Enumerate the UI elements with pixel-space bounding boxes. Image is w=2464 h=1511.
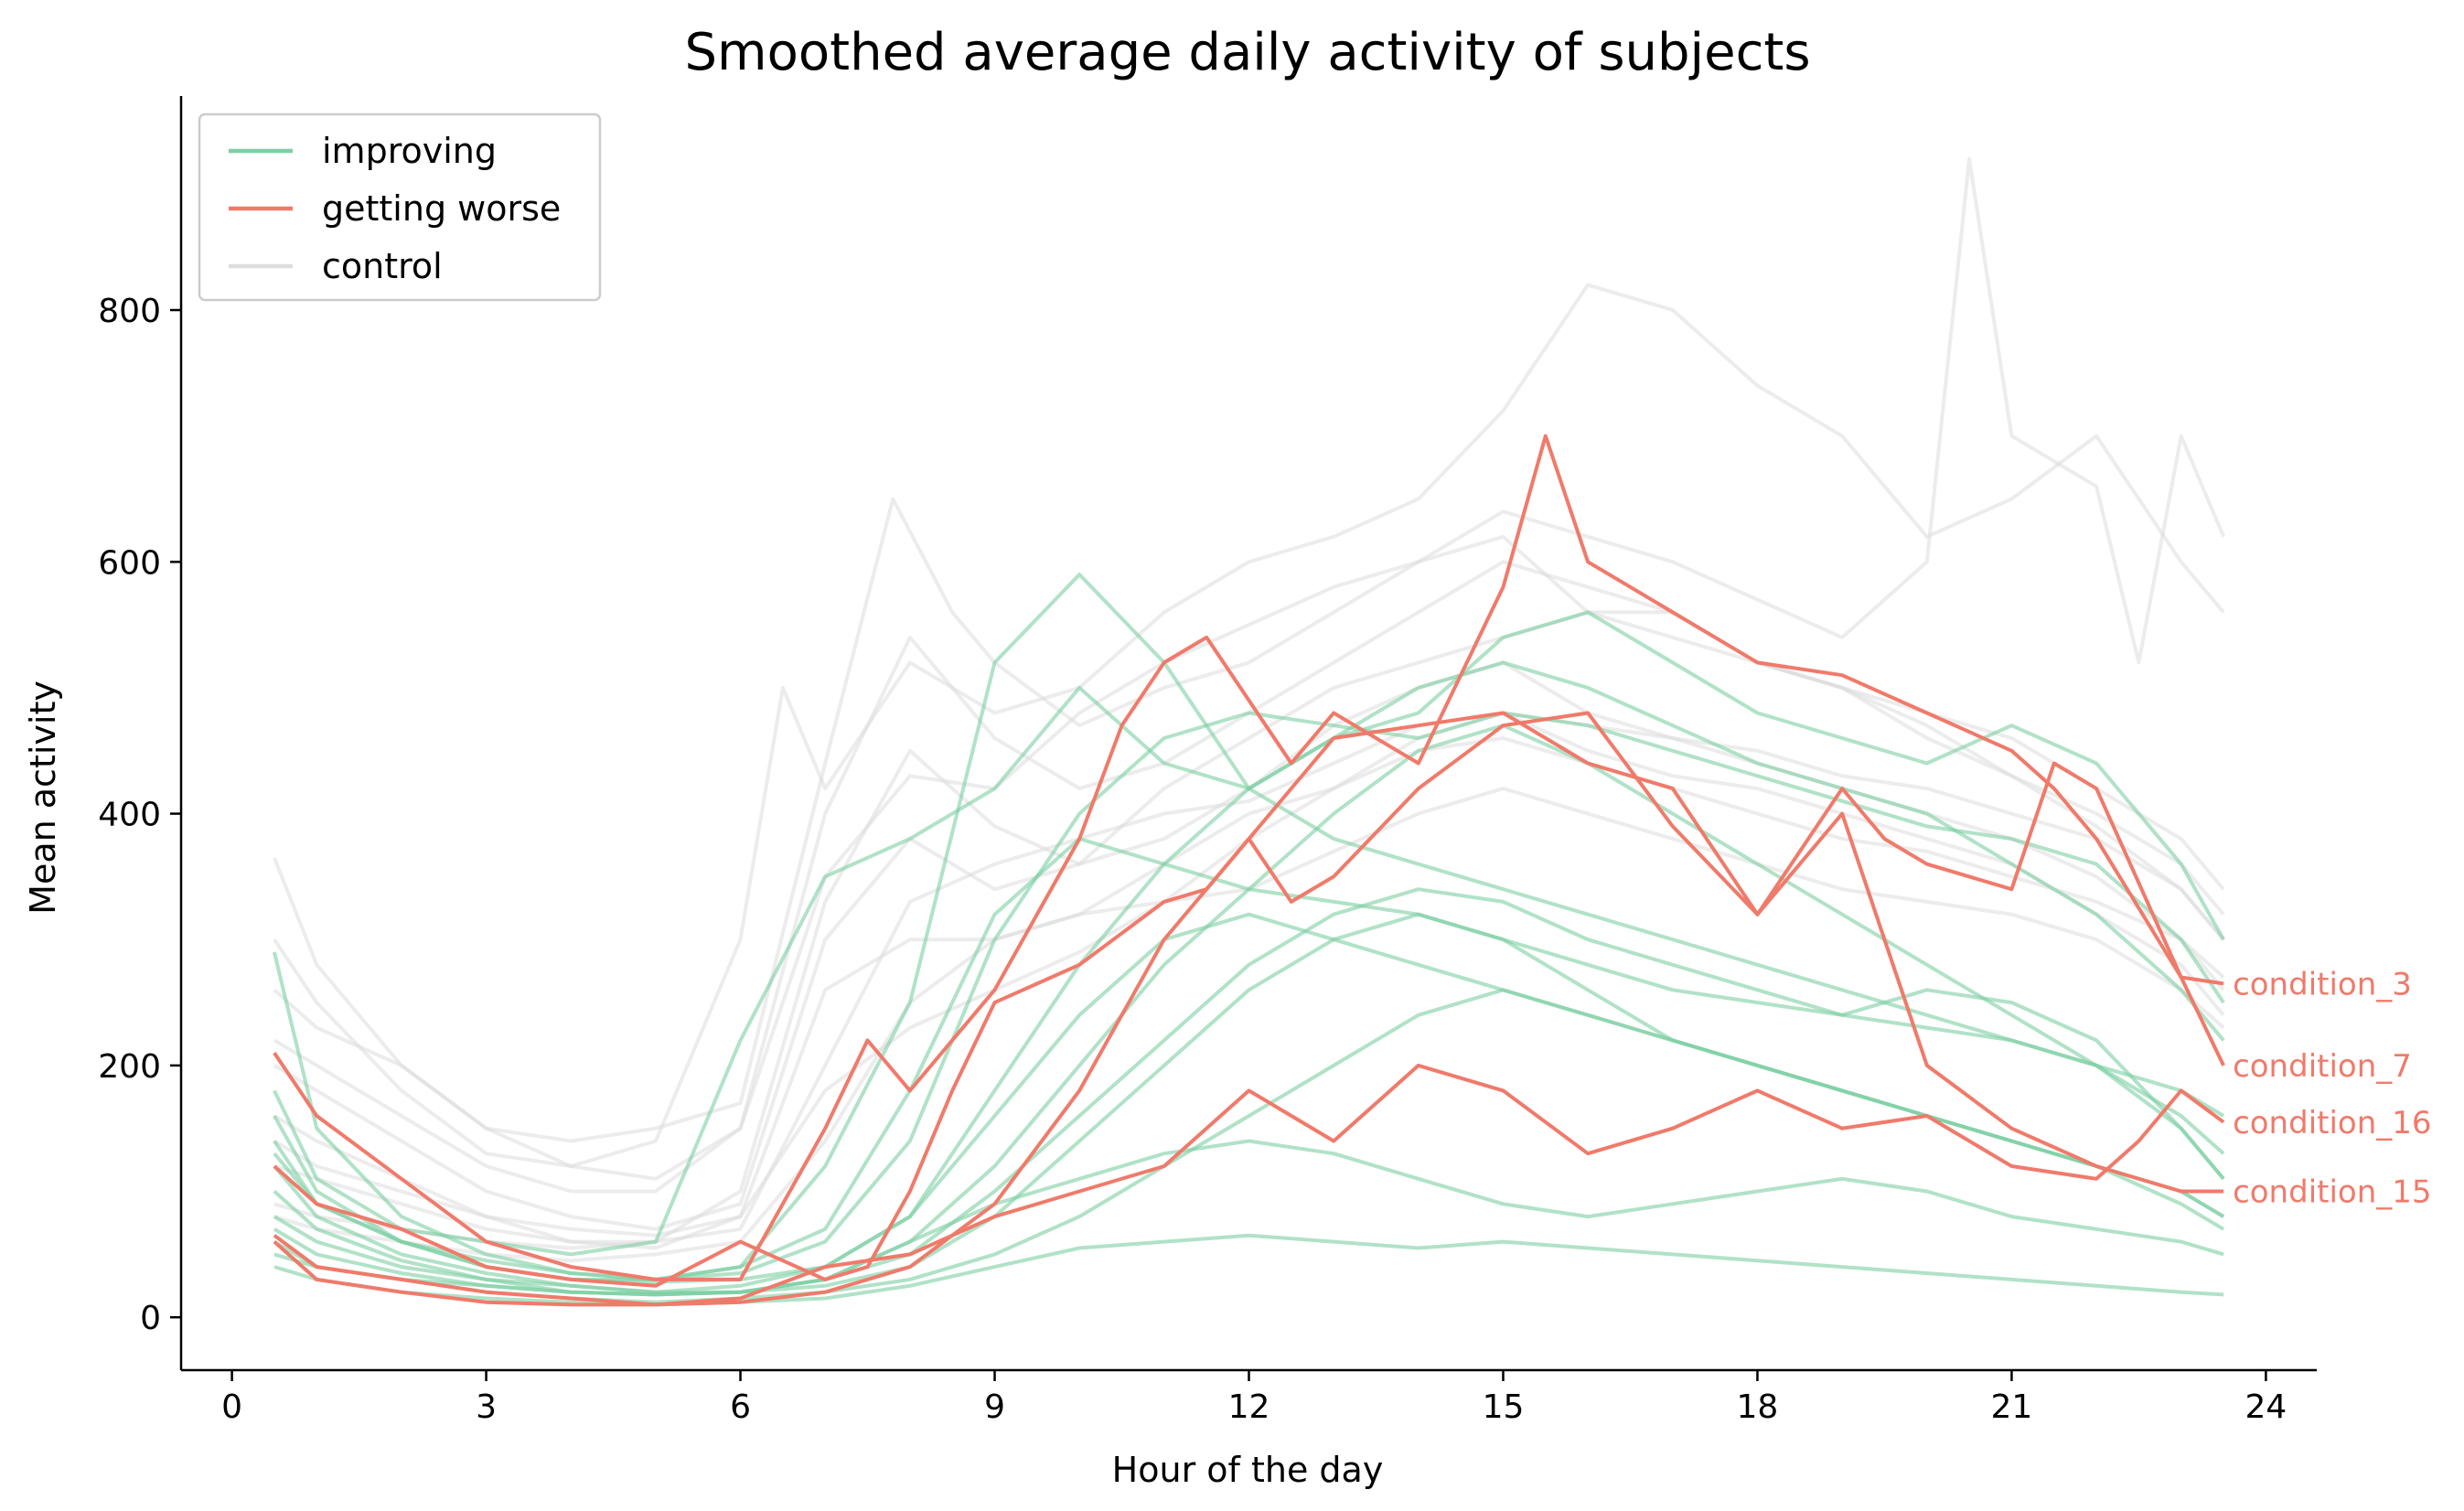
x-tick-label: 9 [984, 1388, 1005, 1426]
series-line-improving-2 [273, 711, 2225, 1281]
x-tick-label: 21 [1991, 1388, 2033, 1426]
x-tick-label: 18 [1737, 1388, 1779, 1426]
end-labels: condition_3 condition_7 condition_16condit… [2233, 966, 2431, 1210]
x-tick-label: 0 [221, 1388, 242, 1426]
y-tick-label: 800 [98, 293, 161, 330]
series-end-label-condition_7: condition_7 [2233, 1048, 2412, 1085]
y-tick-label: 200 [98, 1048, 161, 1086]
series-line-control-8 [273, 711, 2225, 1250]
series-line-improving-1 [273, 610, 2225, 1257]
x-tick-label: 6 [730, 1388, 751, 1426]
series-line-improving-9 [273, 837, 2225, 1281]
series-end-label-condition_16: condition_16 [2233, 1105, 2431, 1141]
legend-label: control [322, 246, 443, 286]
series-line-control-4 [273, 711, 2225, 1250]
series-end-label-condition_3: condition_3 [2233, 966, 2412, 1002]
series-line-getting-worse-condition_15 [273, 711, 2224, 1307]
series-end-label-condition_15: condition_15 [2233, 1174, 2431, 1211]
x-tick-label: 3 [476, 1388, 497, 1426]
chart-title: Smoothed average daily activity of subje… [685, 23, 1811, 82]
legend: improving getting worse control [198, 113, 602, 302]
legend-box [198, 113, 602, 302]
legend-label: improving [322, 131, 497, 171]
y-axis-label: Mean activity [23, 680, 63, 915]
ticks: 0 3 6 9 12 15 18 21 24 0 200 400 600 800 [98, 293, 2287, 1426]
series-line-control-7 [273, 560, 2225, 1194]
x-tick-label: 15 [1483, 1388, 1525, 1426]
series-line-control-3 [273, 610, 2225, 1231]
x-axis-label: Hour of the day [1112, 1450, 1384, 1490]
y-tick-label: 0 [140, 1300, 161, 1337]
series-line-improving-5 [273, 912, 2225, 1297]
series-line-improving-4 [273, 723, 2225, 1294]
series-line-control-5 [273, 660, 2225, 1244]
plot-series [272, 156, 2225, 1307]
series-line-improving-0 [272, 573, 2225, 1281]
x-tick-label: 24 [2244, 1388, 2287, 1426]
series-line-improving-3 [273, 660, 2225, 1294]
legend-label: getting worse [322, 188, 561, 229]
x-tick-label: 12 [1228, 1388, 1270, 1426]
y-tick-label: 600 [98, 544, 161, 582]
series-line-control-0 [273, 497, 2225, 1143]
y-tick-label: 400 [98, 797, 161, 834]
series-line-improving-10 [273, 1139, 2224, 1297]
series-line-getting-worse-condition_16 [273, 1063, 2225, 1307]
series-line-control-1 [273, 283, 2225, 1168]
series-line-control-2 [273, 156, 2225, 1181]
series-line-getting-worse-condition_7 [273, 711, 2225, 1288]
series-line-improving-7 [273, 1233, 2224, 1307]
